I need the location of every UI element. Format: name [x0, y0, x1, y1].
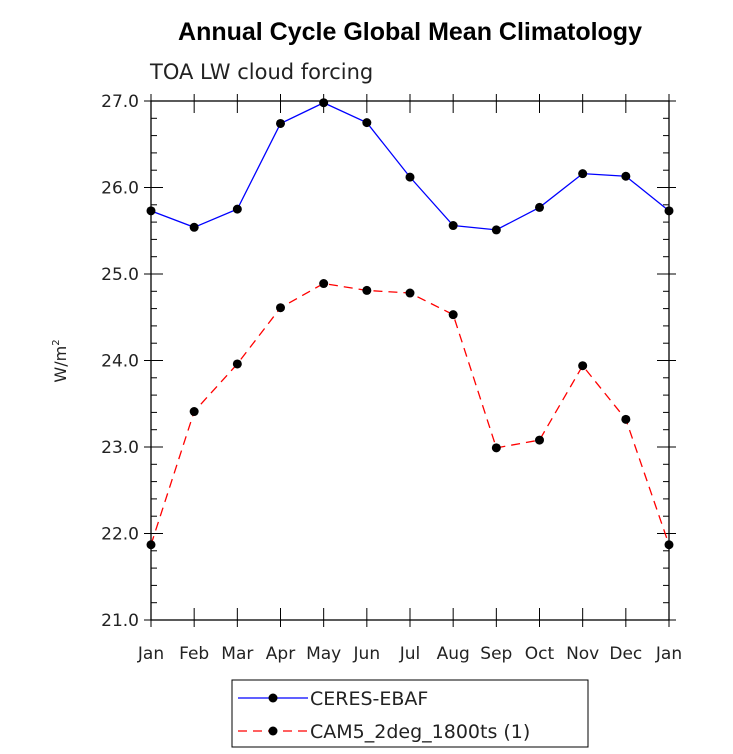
legend: CERES-EBAF CAM5_2deg_1800ts (1)	[231, 679, 589, 748]
y-tick-label: 25.0	[101, 265, 139, 285]
series-2-point	[276, 303, 285, 313]
legend-label-1: CERES-EBAF	[310, 688, 428, 710]
y-axis-label: W/m2	[51, 339, 70, 382]
chart-title: Annual Cycle Global Mean Climatology	[178, 18, 642, 46]
series-1-point	[146, 206, 156, 216]
x-tick-label: Jan	[655, 644, 682, 664]
legend-box	[231, 679, 589, 748]
series-1-point	[664, 206, 674, 216]
series-2-point	[448, 310, 458, 320]
series-1-point	[232, 204, 242, 214]
y-tick-label: 21.0	[101, 611, 139, 631]
x-tick-label: May	[306, 644, 341, 664]
y-tick-label: 27.0	[101, 92, 139, 112]
legend-label-2: CAM5_2deg_1800ts (1)	[310, 721, 530, 743]
series-1-point	[276, 118, 285, 128]
plot-area: 21.0 22.0 23.0 24.0 25.0 26.0 27.0 Jan Feb Mar Apr…	[101, 92, 682, 664]
series-1-point	[319, 98, 329, 108]
x-tick-label: Feb	[179, 644, 209, 664]
series-2-point	[362, 285, 372, 295]
y-tick-label: 22.0	[101, 525, 139, 545]
x-tick-label: Aug	[437, 644, 470, 664]
series-1-point	[448, 221, 458, 231]
series-1-point	[362, 118, 372, 128]
series-2-point	[621, 414, 631, 424]
y-tick-label: 26.0	[101, 179, 139, 199]
x-tick-label: Sep	[480, 644, 512, 664]
x-tick-label: Oct	[525, 644, 555, 664]
series-1-point	[491, 225, 501, 235]
series-1-point	[578, 169, 588, 179]
series-2-point	[491, 443, 501, 453]
series-2-point	[535, 435, 544, 445]
y-tick-label: 24.0	[101, 352, 139, 372]
series-2-point	[664, 540, 674, 550]
x-tick-label: Dec	[609, 644, 642, 664]
chart-subtitle: TOA LW cloud forcing	[149, 60, 373, 84]
legend-marker-1	[268, 693, 278, 703]
series-line-2	[150, 282, 670, 545]
series-2-point	[405, 288, 415, 298]
x-tick-label: Nov	[566, 644, 599, 664]
series-line-1	[150, 102, 670, 231]
series-1-point	[621, 171, 631, 181]
x-tick-label: Mar	[221, 644, 253, 664]
series-1-point	[189, 222, 199, 232]
series-1-point	[405, 172, 415, 182]
x-tick-label: Jan	[137, 644, 164, 664]
series-2-point	[578, 361, 588, 371]
x-tick-label: Apr	[266, 644, 295, 664]
legend-marker-2	[268, 726, 278, 736]
x-tick-label: Jun	[353, 644, 381, 664]
series-2-point	[189, 407, 199, 417]
x-tick-label: Jul	[399, 644, 421, 664]
series-2-point	[319, 279, 329, 289]
series-2-point	[232, 359, 242, 369]
series-2-point	[146, 540, 156, 550]
y-tick-label: 23.0	[101, 438, 139, 458]
series-1-point	[535, 202, 544, 212]
